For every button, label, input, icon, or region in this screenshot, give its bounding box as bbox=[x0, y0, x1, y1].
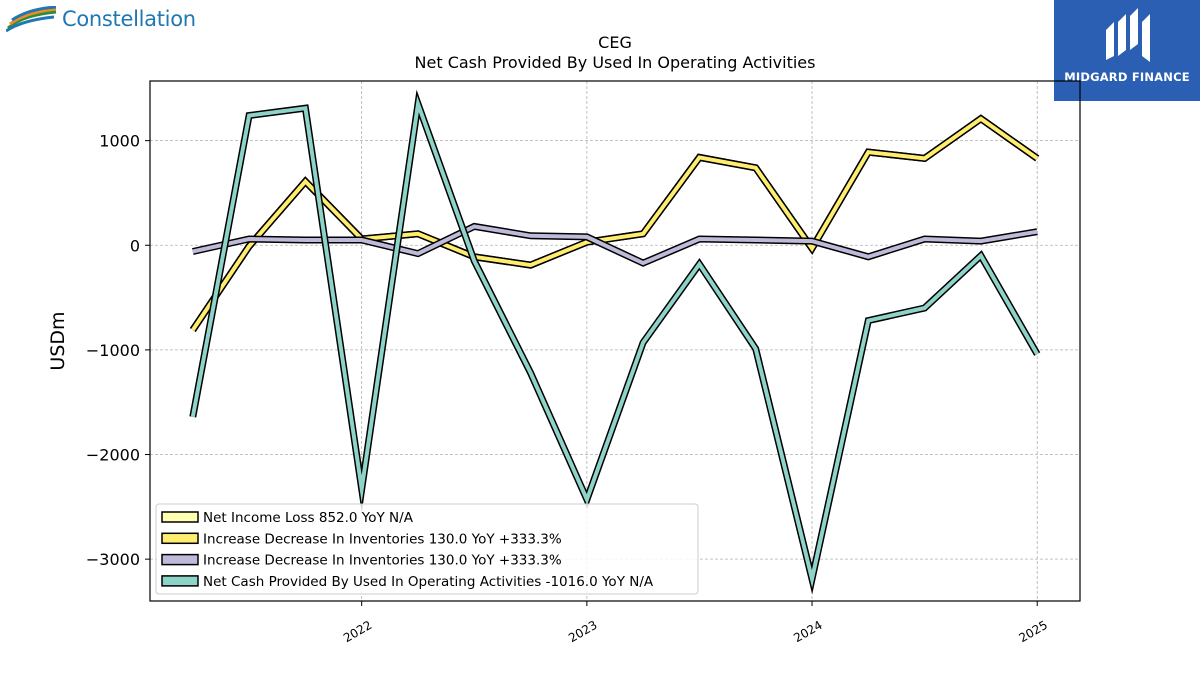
legend-label: Net Income Loss 852.0 YoY N/A bbox=[203, 510, 414, 526]
midgard-finance-badge: MIDGARD FINANCE bbox=[1054, 0, 1200, 101]
legend-swatch bbox=[161, 511, 199, 523]
legend-swatch bbox=[161, 575, 199, 587]
x-tick-label: 2023 bbox=[566, 618, 599, 645]
series-line-2 bbox=[192, 224, 1038, 266]
x-tick-label: 2025 bbox=[1016, 618, 1049, 645]
swoosh-logo-icon bbox=[6, 6, 57, 32]
legend-swatch bbox=[161, 532, 199, 545]
series-line-3 bbox=[190, 95, 1039, 588]
plot-frame bbox=[149, 80, 1081, 602]
brand-name: Constellation bbox=[62, 7, 196, 31]
series-lines bbox=[189, 89, 1041, 595]
series-line-1 bbox=[191, 116, 1039, 332]
y-tick-label: −2000 bbox=[86, 446, 140, 465]
legend-label: Increase Decrease In Inventories 130.0 Y… bbox=[203, 553, 562, 569]
brand-logo: Constellation bbox=[6, 6, 196, 32]
legend-label: Net Cash Provided By Used In Operating A… bbox=[203, 574, 654, 590]
legend-box bbox=[155, 503, 699, 595]
chart-subtitle: Net Cash Provided By Used In Operating A… bbox=[415, 53, 816, 72]
badge-name: MIDGARD FINANCE bbox=[1064, 70, 1190, 84]
y-tick-label: −3000 bbox=[86, 550, 140, 569]
legend: Net Income Loss 852.0 YoY N/A Increase De… bbox=[155, 503, 699, 595]
midgard-logo-icon bbox=[1106, 8, 1150, 62]
y-tick-label: 1000 bbox=[99, 132, 140, 151]
x-tick-label: 2022 bbox=[341, 618, 374, 645]
chart-title: CEG bbox=[598, 33, 632, 52]
x-tick-label: 2024 bbox=[791, 618, 824, 645]
y-axis-label: USDm bbox=[47, 311, 69, 370]
legend-swatch bbox=[161, 553, 199, 566]
x-axis-ticks: 2022 2023 2024 2025 bbox=[341, 601, 1050, 645]
legend-label: Increase Decrease In Inventories 130.0 Y… bbox=[203, 531, 562, 547]
y-tick-label: 0 bbox=[130, 236, 140, 255]
y-tick-label: −1000 bbox=[86, 341, 140, 360]
y-axis-ticks: 1000 0 −1000 −2000 −3000 bbox=[86, 132, 150, 569]
